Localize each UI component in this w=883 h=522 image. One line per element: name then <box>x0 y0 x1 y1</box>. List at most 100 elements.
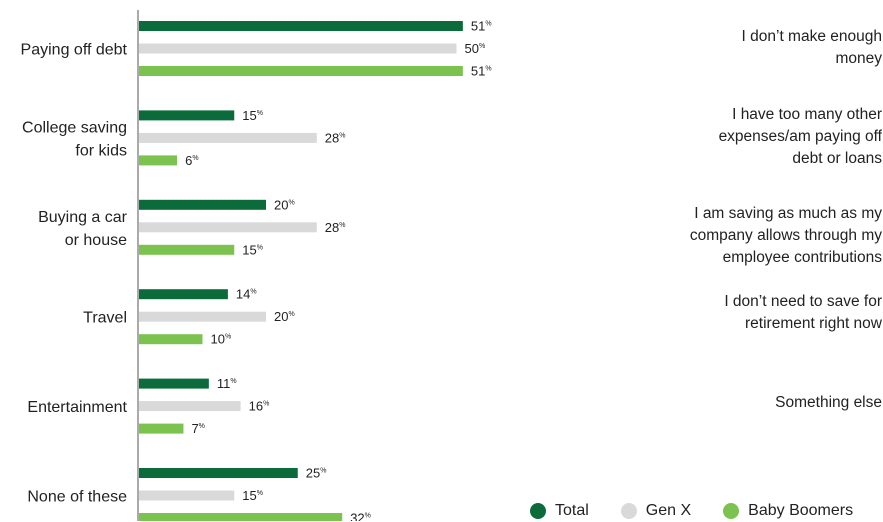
value-label-total-none-of-these: 25% <box>306 466 327 481</box>
value-number: 15 <box>242 108 256 123</box>
value-percent-sign: % <box>192 155 198 162</box>
bar-gen-x-none-of-these <box>139 490 235 501</box>
value-percent-sign: % <box>257 244 263 251</box>
value-number: 32 <box>350 511 364 522</box>
legend-swatch-gen-x <box>620 503 637 519</box>
value-percent-sign: % <box>250 289 256 296</box>
reason-text-2: I have too many other expenses/am paying … <box>582 104 882 170</box>
bar-total-college-saving-for-kids <box>139 110 235 121</box>
value-percent-sign: % <box>339 132 345 139</box>
category-label-college-saving-for-kids: for kids <box>75 142 127 159</box>
legend-swatch-total <box>530 503 546 519</box>
value-label-total-travel: 14% <box>236 287 257 302</box>
category-label-travel: Travel <box>83 310 127 327</box>
value-number: 20 <box>274 197 288 212</box>
value-percent-sign: % <box>263 401 269 408</box>
value-percent-sign: % <box>225 334 231 341</box>
bar-gen-x-travel <box>139 311 266 322</box>
value-percent-sign: % <box>479 43 485 50</box>
bar-gen-x-buying-a-car-or-house <box>139 222 317 233</box>
bar-baby-boomers-college-saving-for-kids <box>139 155 178 166</box>
value-percent-sign: % <box>365 513 371 520</box>
value-number: 7 <box>191 421 198 436</box>
value-number: 28 <box>325 220 339 235</box>
category-label-none-of-these: None of these <box>27 489 127 506</box>
value-label-total-college-saving-for-kids: 15% <box>242 108 263 123</box>
value-number: 50 <box>465 41 479 56</box>
value-label-gen-x-paying-off-debt: 50% <box>465 41 486 56</box>
reason-text-3: I am saving as much as my company allows … <box>582 203 882 269</box>
value-number: 51 <box>471 19 485 34</box>
value-label-baby-boomers-travel: 10% <box>211 332 232 347</box>
value-label-total-buying-a-car-or-house: 20% <box>274 197 295 212</box>
reason-line: debt or loans <box>792 150 882 167</box>
value-label-gen-x-entertainment: 16% <box>249 399 270 414</box>
category-label-buying-a-car-or-house: or house <box>65 232 127 249</box>
value-percent-sign: % <box>288 199 294 206</box>
bar-baby-boomers-none-of-these <box>139 513 343 521</box>
legend-label-gen-x: Gen X <box>645 502 692 519</box>
bar-baby-boomers-entertainment <box>139 423 184 434</box>
value-number: 15 <box>242 242 256 257</box>
value-percent-sign: % <box>199 423 205 430</box>
bar-gen-x-college-saving-for-kids <box>139 132 317 143</box>
value-number: 6 <box>185 153 192 168</box>
value-number: 51 <box>471 64 485 79</box>
value-label-total-entertainment: 11% <box>217 376 237 391</box>
value-percent-sign: % <box>320 468 326 475</box>
legend-label-baby-boomers: Baby Boomers <box>748 502 854 519</box>
bar-total-travel <box>139 289 228 300</box>
reason-text-1: I don’t make enough money <box>582 26 882 70</box>
category-label-buying-a-car-or-house: Buying a car <box>38 209 128 226</box>
bar-total-buying-a-car-or-house <box>139 199 266 210</box>
value-label-baby-boomers-entertainment: 7% <box>191 421 204 436</box>
value-number: 28 <box>325 130 339 145</box>
reason-line: Something else <box>775 394 882 411</box>
reason-text-4: I don’t need to save for retirement right… <box>582 291 882 335</box>
reason-line: I have too many other <box>732 106 882 123</box>
reason-line: I don’t need to save for <box>724 293 882 310</box>
value-number: 14 <box>236 287 250 302</box>
value-label-baby-boomers-buying-a-car-or-house: 15% <box>242 242 263 257</box>
bar-baby-boomers-paying-off-debt <box>139 66 463 76</box>
value-number: 15 <box>242 488 256 503</box>
reason-line: expenses/am paying off <box>718 128 882 145</box>
value-label-gen-x-travel: 20% <box>274 309 295 324</box>
value-number: 11 <box>217 376 231 391</box>
legend-swatch-baby-boomers <box>723 503 740 519</box>
value-label-gen-x-none-of-these: 15% <box>242 488 263 503</box>
category-label-college-saving-for-kids: College saving <box>22 119 127 136</box>
reason-line: company allows through my <box>689 227 882 244</box>
value-percent-sign: % <box>257 110 263 117</box>
value-percent-sign: % <box>485 21 491 28</box>
value-percent-sign: % <box>257 490 263 497</box>
bar-baby-boomers-travel <box>139 334 203 345</box>
value-percent-sign: % <box>288 311 294 318</box>
bar-total-paying-off-debt <box>139 21 463 31</box>
legend-item-gen-x: Gen X <box>620 500 692 522</box>
reason-line: I don’t make enough <box>741 28 882 45</box>
category-label-entertainment: Entertainment <box>27 399 127 416</box>
reason-line: money <box>835 50 882 67</box>
value-number: 16 <box>249 399 263 414</box>
category-label-paying-off-debt: Paying off debt <box>21 42 128 59</box>
value-number: 20 <box>274 309 288 324</box>
value-percent-sign: % <box>339 222 345 229</box>
legend-label-total: Total <box>555 502 589 519</box>
value-label-baby-boomers-college-saving-for-kids: 6% <box>185 153 198 168</box>
value-label-baby-boomers-none-of-these: 32% <box>350 511 371 522</box>
value-label-total-paying-off-debt: 51% <box>471 19 492 34</box>
reason-line: I am saving as much as my <box>694 205 882 222</box>
bar-baby-boomers-buying-a-car-or-house <box>139 244 235 255</box>
bar-gen-x-entertainment <box>139 401 241 412</box>
value-label-gen-x-buying-a-car-or-house: 28% <box>325 220 346 235</box>
value-number: 10 <box>211 332 225 347</box>
value-number: 25 <box>306 466 320 481</box>
bar-gen-x-paying-off-debt <box>139 43 457 54</box>
bar-total-entertainment <box>139 378 209 389</box>
bar-total-none-of-these <box>139 468 298 478</box>
reason-text-5: Something else <box>582 392 882 414</box>
value-label-baby-boomers-paying-off-debt: 51% <box>471 64 492 79</box>
reason-line: employee contributions <box>722 249 882 266</box>
